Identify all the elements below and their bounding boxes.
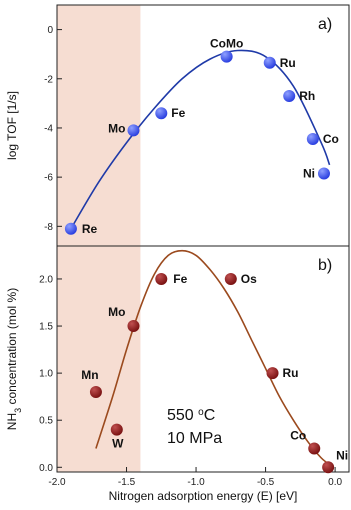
x-tick-label: -0.5	[257, 477, 275, 488]
point-label-rh: Rh	[299, 89, 315, 103]
panel-a-y-ticks: 0 -2 -4 -6 -8	[44, 25, 62, 233]
condition-pressure: 10 MPa	[167, 430, 222, 447]
y-tick-label: 1.0	[39, 369, 53, 380]
data-point-mo	[127, 320, 140, 333]
y-tick-label: -2	[44, 74, 53, 85]
data-point-fe	[155, 107, 168, 120]
point-label-ni: Ni	[336, 448, 348, 462]
point-label-mo: Mo	[108, 305, 125, 319]
x-axis-label: Nitrogen adsorption energy (E) [eV]	[109, 489, 298, 503]
y-tick-label: 0.0	[39, 463, 53, 474]
point-label-fe: Fe	[171, 106, 185, 120]
panel-a-y-axis-label: log TOF [1/s]	[5, 91, 19, 160]
data-point-ru	[263, 56, 276, 69]
data-point-como	[220, 50, 233, 63]
point-label-mo: Mo	[108, 121, 125, 135]
panel-b-points: Mn W Mo Fe Os Ru Co Ni	[81, 272, 348, 474]
panel-b-tag: b)	[318, 257, 332, 274]
data-point-os	[224, 272, 237, 285]
x-tick-label: -1.0	[187, 477, 205, 488]
data-point-co	[308, 442, 321, 455]
data-point-co	[306, 133, 319, 146]
panel-a-tag: a)	[318, 16, 332, 33]
panel-b-y-axis-label: NH3 concentration (mol %)	[5, 288, 23, 430]
x-tick-label: -2.0	[48, 477, 66, 488]
panel-a-shade	[57, 5, 141, 246]
point-label-co: Co	[323, 132, 339, 146]
y-tick-label: 0	[47, 25, 53, 36]
y-tick-label: 0.5	[39, 416, 53, 427]
panel-a-fit-curve	[70, 49, 331, 230]
y-tick-label: 1.5	[39, 322, 53, 333]
data-point-w	[110, 423, 123, 436]
panel-b-shade	[57, 246, 141, 472]
point-label-ru: Ru	[283, 366, 299, 380]
point-label-mn: Mn	[81, 368, 98, 382]
panel-b-frame	[56, 245, 350, 473]
point-label-como: CoMo	[210, 37, 243, 51]
y-tick-label: -4	[44, 123, 53, 134]
y-tick-label: -8	[44, 222, 53, 233]
point-label-ru: Ru	[280, 56, 296, 70]
panel-a: 0 -2 -4 -6 -8 Re Mo Fe CoMo Ru Rh Co Ni a) log TOF …	[5, 4, 350, 247]
point-label-re: Re	[82, 222, 98, 236]
x-axis-ticks: -2.0 -1.5 -1.0 -0.5 0.0	[48, 467, 342, 488]
point-label-fe: Fe	[173, 272, 187, 286]
data-point-fe	[155, 272, 168, 285]
panel-b-y-ticks: 0.0 0.5 1.0 1.5 2.0	[39, 274, 62, 474]
condition-temperature: 550 oC	[167, 407, 215, 425]
panel-a-points: Re Mo Fe CoMo Ru Rh Co Ni	[64, 37, 339, 236]
data-point-mn	[89, 385, 102, 398]
panel-b-fit-curve	[95, 249, 332, 467]
data-point-ru	[266, 367, 279, 380]
point-label-ni: Ni	[303, 166, 315, 180]
data-point-rh	[283, 89, 296, 102]
y-tick-label: 2.0	[39, 274, 53, 285]
x-tick-label: 0.0	[328, 477, 342, 488]
data-point-ni	[317, 167, 330, 180]
x-tick-label: -1.5	[118, 477, 136, 488]
data-point-mo	[127, 124, 140, 137]
y-tick-label: -6	[44, 173, 53, 184]
point-label-w: W	[112, 437, 124, 451]
data-point-ni	[322, 461, 335, 474]
panel-b: 0.00.51.01.52.0 -2.0 -1.5 -1.0 -0.5 0.0 MnWM…	[5, 245, 350, 488]
data-point-re	[64, 222, 77, 235]
point-label-co: Co	[290, 428, 306, 442]
point-label-os: Os	[241, 272, 257, 286]
